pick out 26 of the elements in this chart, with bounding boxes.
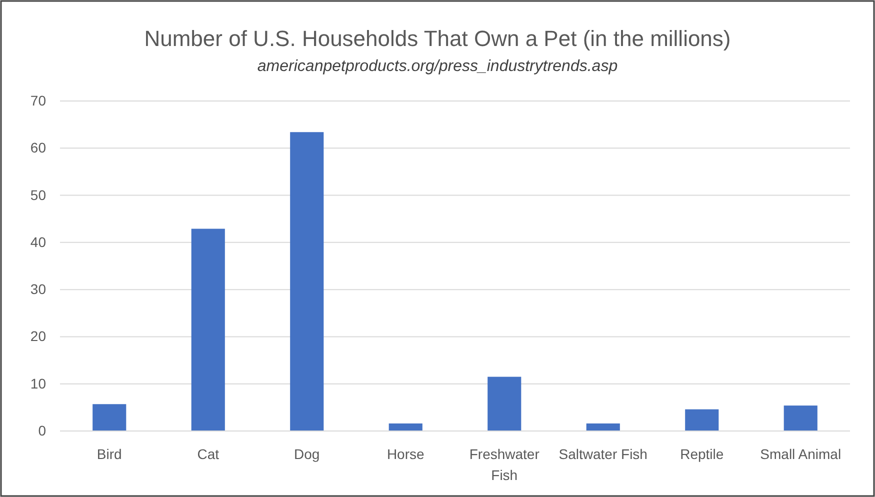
y-tick-label: 0 bbox=[38, 422, 46, 438]
bar bbox=[290, 132, 324, 431]
bar bbox=[92, 404, 126, 431]
x-tick-label: Saltwater Fish bbox=[558, 446, 648, 462]
y-tick-label: 20 bbox=[30, 328, 46, 344]
bar bbox=[784, 406, 818, 431]
bar bbox=[685, 409, 719, 431]
x-tick-label: Freshwater Fish bbox=[469, 446, 540, 483]
x-tick-label: Bird bbox=[96, 446, 122, 462]
x-tick-label: Reptile bbox=[680, 446, 724, 462]
x-tick-label: Cat bbox=[197, 446, 220, 462]
bar bbox=[586, 423, 620, 431]
chart-subtitle: americanpetproducts.org/press_industrytrends.asp bbox=[257, 58, 618, 75]
y-tick-label: 10 bbox=[30, 375, 46, 392]
bar bbox=[191, 228, 225, 431]
y-tick-label: 60 bbox=[30, 140, 46, 156]
bar bbox=[488, 376, 522, 431]
x-tick-label: Dog bbox=[294, 446, 320, 462]
chart-title: Number of U.S. Households That Own a Pet (in the millions) bbox=[144, 26, 731, 51]
x-tick-label: Small Animal bbox=[760, 446, 842, 462]
x-tick-label: Horse bbox=[386, 446, 425, 462]
y-tick-label: 70 bbox=[30, 92, 46, 108]
bar bbox=[388, 423, 422, 431]
y-tick-label: 30 bbox=[30, 281, 46, 298]
y-tick-label: 50 bbox=[30, 186, 46, 203]
y-tick-label: 40 bbox=[30, 234, 46, 250]
